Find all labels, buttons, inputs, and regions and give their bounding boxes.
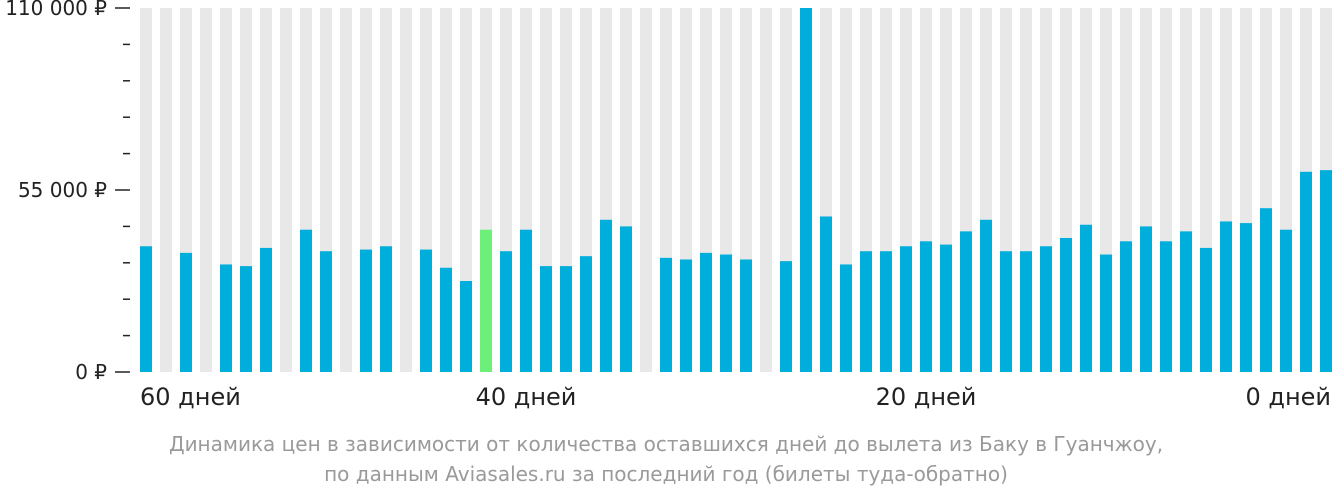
bar[interactable] [980,219,992,372]
price-chart: 110 000 ₽ 55 000 ₽ 0 ₽ 60 дней 40 дней 20 дн… [5,0,1332,411]
x-tick-label: 60 дней [140,383,241,411]
bar[interactable] [440,267,452,372]
bar[interactable] [1160,241,1172,372]
bar[interactable] [960,231,972,372]
y-axis: 110 000 ₽ 55 000 ₽ 0 ₽ [5,0,130,384]
bar[interactable] [540,266,552,372]
caption-line-2: по данным Aviasales.ru за последний год … [324,462,1008,486]
bar[interactable] [1080,224,1092,372]
bar[interactable] [1140,226,1152,372]
bar[interactable] [1300,171,1312,372]
bar[interactable] [740,259,752,372]
bar[interactable] [1120,241,1132,372]
bar[interactable] [600,219,612,372]
bar[interactable] [780,261,792,372]
bar[interactable] [140,246,152,372]
bar[interactable] [1020,251,1032,372]
bar[interactable] [1220,221,1232,372]
stripe [160,8,172,372]
bar[interactable] [500,251,512,372]
bar[interactable] [260,247,272,372]
bar[interactable] [1240,223,1252,372]
bar[interactable] [360,249,372,372]
bar[interactable] [880,251,892,372]
bar[interactable] [700,252,712,372]
bar[interactable] [680,259,692,372]
bar[interactable] [1040,246,1052,372]
stripe [640,8,652,372]
background-stripes [140,8,1332,372]
bar[interactable] [1280,229,1292,372]
bar[interactable] [1200,247,1212,372]
bar[interactable] [1320,170,1332,372]
bar[interactable] [840,264,852,372]
bar[interactable] [900,246,912,372]
bar[interactable] [720,254,732,372]
bar[interactable] [620,226,632,372]
bar[interactable] [380,246,392,372]
bar[interactable] [940,244,952,372]
stripe [200,8,212,372]
bar[interactable] [660,257,672,372]
bars-group [140,8,1332,372]
stripe [340,8,352,372]
stripe [280,8,292,372]
y-tick-label: 55 000 ₽ [18,178,107,202]
stripe [400,8,412,372]
y-tick-label: 0 ₽ [75,360,107,384]
bar[interactable] [180,252,192,372]
bar[interactable] [1180,231,1192,372]
bar[interactable] [1000,251,1012,372]
bar[interactable] [860,251,872,372]
x-tick-label: 0 дней [1245,383,1331,411]
x-tick-label: 40 дней [476,383,577,411]
stripe [760,8,772,372]
bar[interactable] [580,256,592,372]
bar[interactable] [1060,237,1072,372]
bar[interactable] [420,249,432,372]
bar[interactable] [1260,208,1272,372]
bar[interactable] [240,266,252,372]
bar[interactable] [460,281,472,372]
bar[interactable] [800,8,812,372]
bar-cheapest[interactable] [480,229,492,372]
x-tick-label: 20 дней [876,383,977,411]
bar[interactable] [300,229,312,372]
y-tick-label: 110 000 ₽ [5,0,107,20]
x-axis: 60 дней 40 дней 20 дней 0 дней [140,383,1331,411]
bar[interactable] [320,251,332,372]
bar[interactable] [220,264,232,372]
caption-line-1: Динамика цен в зависимости от количества… [168,432,1164,456]
bar[interactable] [920,241,932,372]
bar[interactable] [520,229,532,372]
bar[interactable] [560,266,572,372]
bar[interactable] [1100,254,1112,372]
bar[interactable] [820,216,832,372]
